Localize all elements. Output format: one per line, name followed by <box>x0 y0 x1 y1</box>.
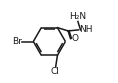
Text: H₂N: H₂N <box>69 12 86 21</box>
Text: Br: Br <box>12 37 22 46</box>
Text: Cl: Cl <box>51 67 60 76</box>
Text: NH: NH <box>79 25 92 34</box>
Text: O: O <box>71 34 78 43</box>
